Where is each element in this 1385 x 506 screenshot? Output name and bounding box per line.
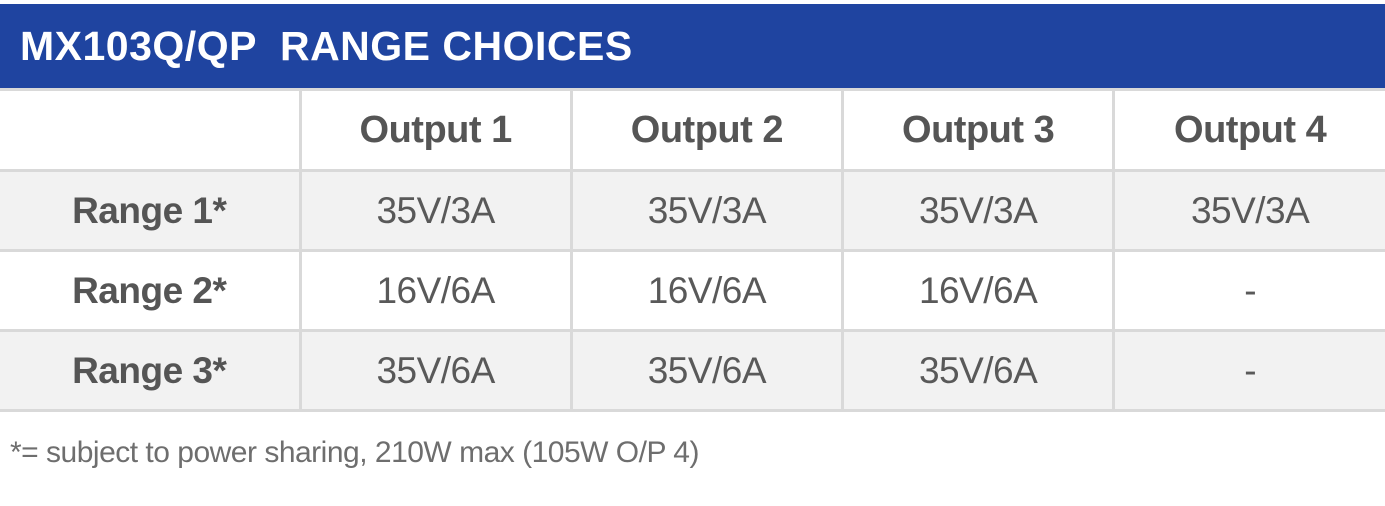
- cell-range1-output3: 35V/3A: [840, 169, 1116, 252]
- cell-range2-output4: -: [1112, 249, 1385, 332]
- corner-cell: [0, 88, 302, 172]
- cell-range3-output2: 35V/6A: [569, 329, 845, 412]
- row-label-range-1: Range 1*: [0, 169, 302, 252]
- column-header-output-4: Output 4: [1112, 88, 1385, 172]
- cell-range2-output1: 16V/6A: [298, 249, 573, 332]
- column-header-output-3: Output 3: [840, 88, 1116, 172]
- table-header-row: Output 1 Output 2 Output 3 Output 4: [0, 88, 1385, 172]
- cell-range2-output3: 16V/6A: [840, 249, 1116, 332]
- table-row-range-1: Range 1* 35V/3A 35V/3A 35V/3A 35V/3A: [0, 169, 1385, 252]
- cell-range1-output2: 35V/3A: [569, 169, 845, 252]
- cell-range3-output3: 35V/6A: [840, 329, 1116, 412]
- row-label-range-3: Range 3*: [0, 329, 302, 412]
- range-choices-table: Output 1 Output 2 Output 3 Output 4 Rang…: [0, 88, 1385, 412]
- cell-range3-output4: -: [1112, 329, 1385, 412]
- footnote: *= subject to power sharing, 210W max (1…: [10, 436, 699, 469]
- cell-range1-output1: 35V/3A: [298, 169, 573, 252]
- cell-range2-output2: 16V/6A: [569, 249, 845, 332]
- title-bar: MX103Q/QP RANGE CHOICES: [0, 4, 1385, 88]
- cell-range3-output1: 35V/6A: [298, 329, 573, 412]
- column-header-output-1: Output 1: [298, 88, 573, 172]
- cell-range1-output4: 35V/3A: [1112, 169, 1385, 252]
- column-header-output-2: Output 2: [569, 88, 845, 172]
- row-label-range-2: Range 2*: [0, 249, 302, 332]
- page-title: MX103Q/QP RANGE CHOICES: [20, 22, 633, 69]
- table-row-range-3: Range 3* 35V/6A 35V/6A 35V/6A -: [0, 329, 1385, 412]
- table-row-range-2: Range 2* 16V/6A 16V/6A 16V/6A -: [0, 249, 1385, 332]
